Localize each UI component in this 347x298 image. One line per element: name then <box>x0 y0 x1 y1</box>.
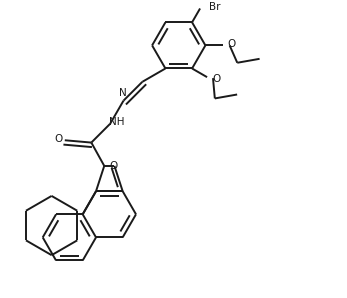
Text: NH: NH <box>109 117 125 127</box>
Text: O: O <box>228 39 236 49</box>
Text: O: O <box>55 134 63 144</box>
Text: Br: Br <box>209 2 220 13</box>
Text: N: N <box>119 88 126 98</box>
Text: O: O <box>212 74 220 84</box>
Text: O: O <box>109 161 117 171</box>
